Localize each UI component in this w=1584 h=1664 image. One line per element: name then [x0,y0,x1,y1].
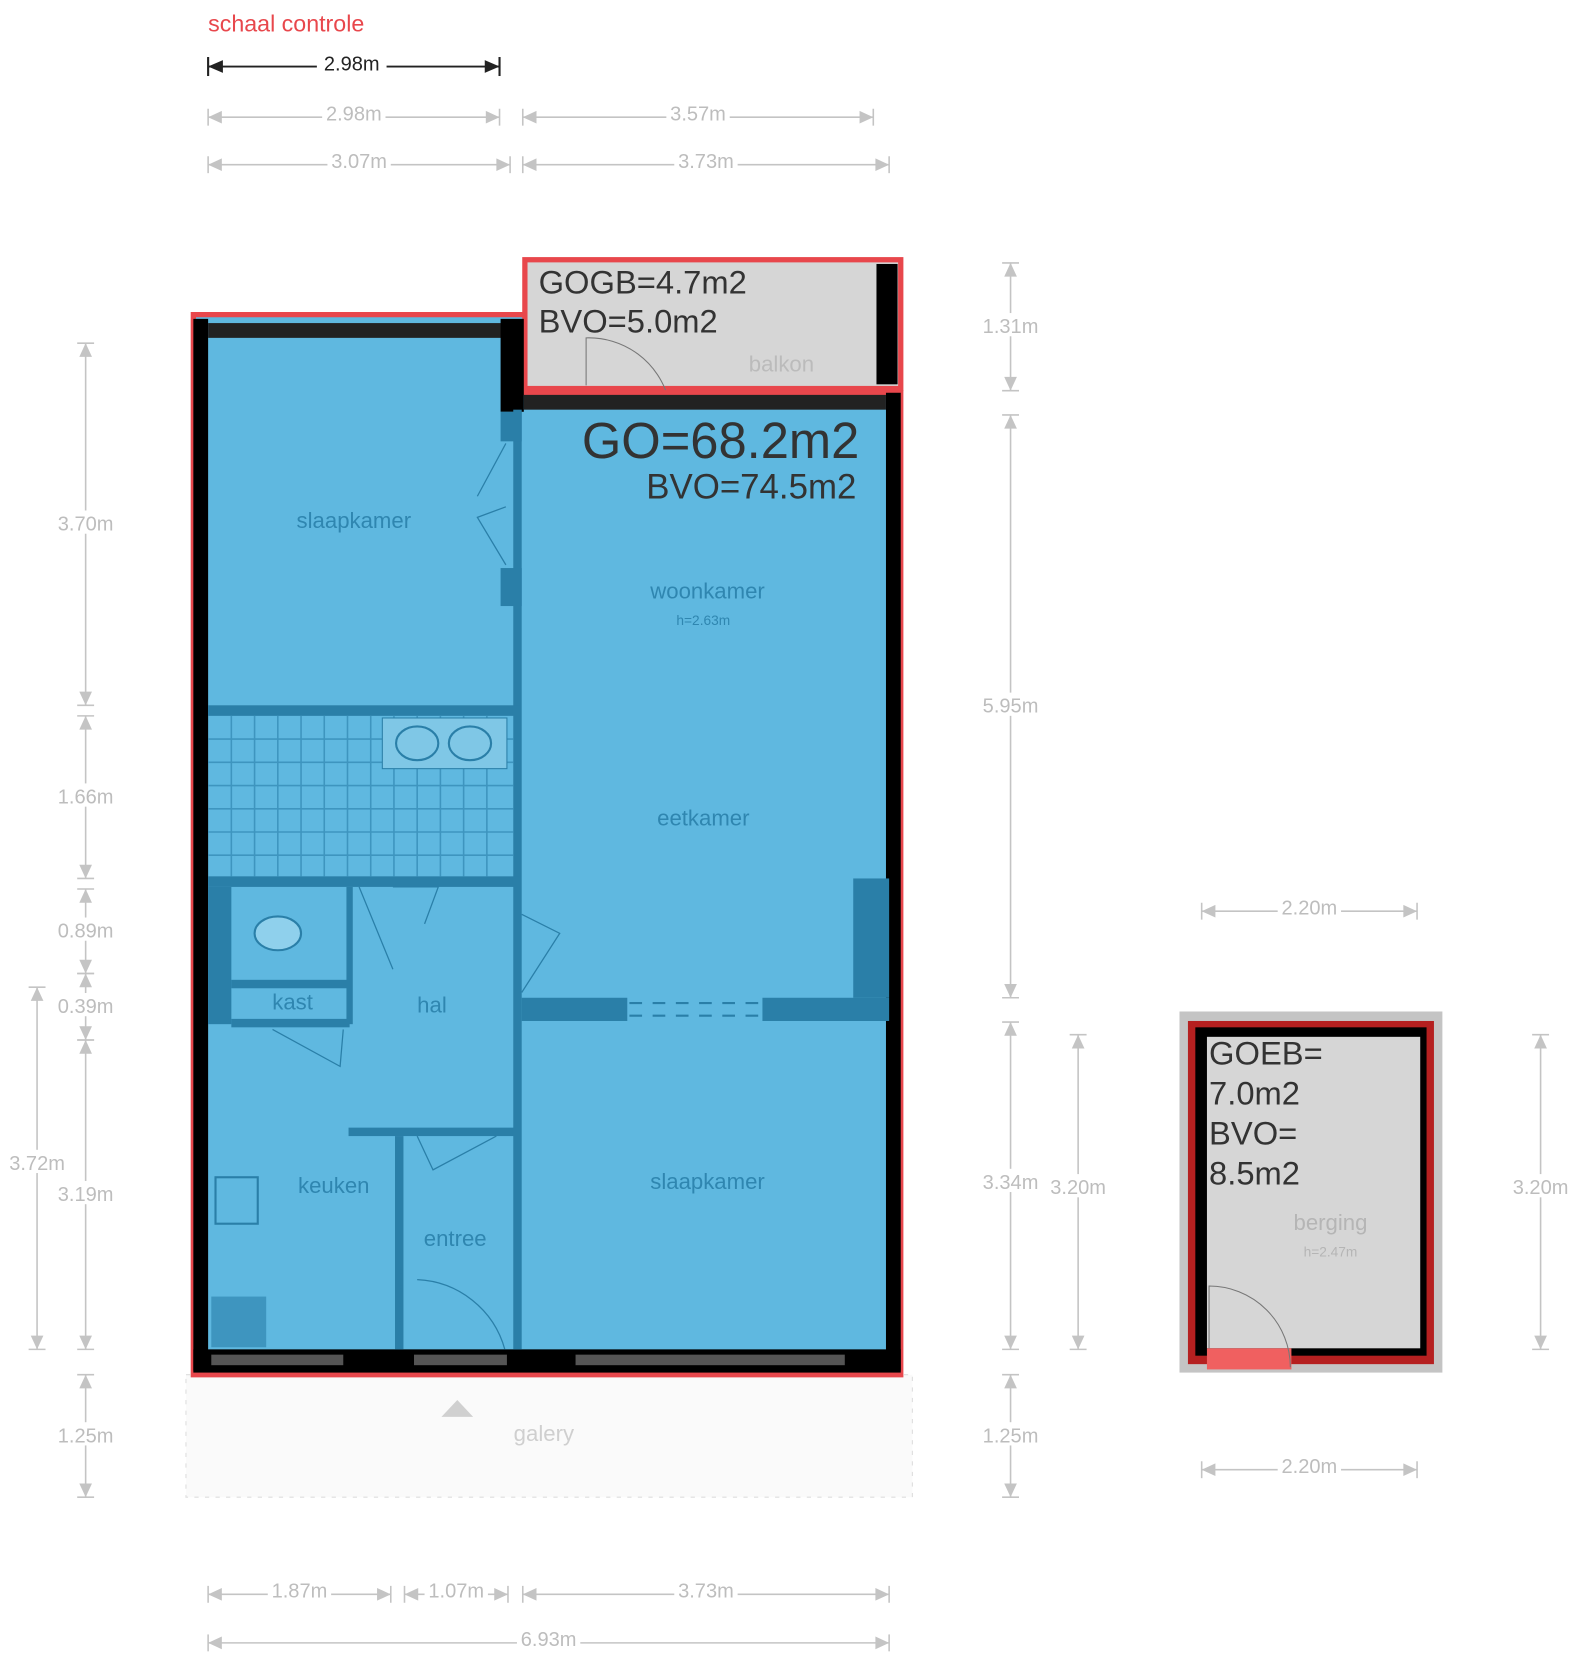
dimension-bottom-1a: 1.87m [207,1579,392,1603]
dimension-label: 0.39m [58,996,114,1018]
room-label-galery: galery [514,1421,575,1446]
apartment: slaapkamer woonkamer h=2.63m eetkamer ka… [190,312,904,1378]
dimension-left-2: 1.66m [53,715,118,880]
area-bvo-berging-label: BVO= [1209,1115,1297,1152]
dimension-label: 3.73m [678,151,734,173]
area-goeb-label: GOEB= [1209,1034,1323,1071]
dimension-left-4: 0.39m [53,972,118,1041]
dimension-label: 3.34m [983,1172,1039,1194]
dimension-bottom-1c: 3.73m [521,1579,890,1603]
dimension-label: 0.89m [58,921,114,943]
dimension-label: 3.70m [58,514,114,536]
room-label-eetkamer: eetkamer [657,806,750,831]
room-label-entree: entree [424,1226,487,1251]
dimension-berging-top: 2.20m [1200,896,1418,920]
room-label-kast: kast [272,989,313,1014]
dimension-berging-bottom: 2.20m [1200,1454,1418,1479]
dimension-bottom-total: 6.93m [207,1628,890,1652]
dimension-label: 3.19m [58,1184,114,1206]
area-bvo-berging-value: 8.5m2 [1209,1155,1300,1192]
room-label-woonkamer: woonkamer [649,579,765,604]
room-height-berging: h=2.47m [1304,1244,1358,1259]
scale-check-dimension: 2.98m [207,50,501,77]
room-label-slaapkamer-2: slaapkamer [650,1169,765,1194]
scale-check-title: schaal controle [208,11,364,37]
berging: berging h=2.47m [1179,1011,1443,1373]
dimension-right-4: 1.25m [978,1373,1043,1498]
dimension-label: 1.66m [58,786,114,808]
area-bvo-main: BVO=74.5m2 [646,467,856,506]
dimension-label: 3.57m [670,103,726,125]
dimension-top-1a: 2.98m [207,102,501,126]
dimension-top-2a: 3.07m [207,149,511,174]
dimension-left-3: 0.89m [53,888,118,975]
dimension-label: 2.20m [1282,1456,1338,1478]
area-gogb: GOGB=4.7m2 [539,264,747,301]
dimension-bottom-1b: 1.07m [403,1579,509,1603]
scale-check-value: 2.98m [324,54,380,76]
sink-icon [395,725,440,762]
bathroom-tiles [208,715,514,877]
dimension-label: 2.98m [326,103,382,125]
dimension-top-1b: 3.57m [521,102,875,126]
dimension-label: 5.95m [983,696,1039,718]
sink-unit [381,717,508,770]
dimension-lines: 2.98m 3.57m 3.07m 3.73m 3.70m 1.66m 0.89m 0.39m… [5,102,1573,1652]
dimension-berging-side: 3.20m [1508,1033,1573,1351]
dimension-right-inner: 3.20m [1046,1033,1110,1351]
dimension-left-1: 3.70m [53,342,118,707]
dimension-label: 3.07m [331,151,387,173]
dimension-label: 2.20m [1282,897,1338,919]
dimension-left-5: 3.19m [53,1039,118,1351]
dimension-left-6: 1.25m [53,1373,118,1498]
dimension-label: 3.73m [678,1580,734,1602]
room-label-berging: berging [1294,1210,1368,1235]
dimension-label: 1.25m [983,1425,1039,1447]
room-height-woonkamer: h=2.63m [676,613,730,628]
dimension-label: 1.87m [272,1580,328,1602]
dimension-label: 6.93m [521,1629,577,1651]
dimension-right-3: 3.34m [978,1021,1043,1351]
stove-icon [211,1296,267,1348]
dimension-label: 1.25m [58,1425,114,1447]
sink-icon [447,725,493,762]
room-label-slaapkamer-1: slaapkamer [297,508,412,533]
area-bvo-balkon: BVO=5.0m2 [539,303,718,340]
entrance-arrow-icon [441,1400,474,1417]
room-label-keuken: keuken [298,1173,369,1198]
dimension-top-2b: 3.73m [521,149,890,174]
dimension-label: 3.20m [1050,1177,1106,1199]
room-label-balkon: balkon [749,352,814,377]
dimension-left-outer: 3.72m [5,986,69,1351]
toilet-icon [253,915,303,952]
dimension-label: 3.20m [1513,1177,1569,1199]
dimension-label: 3.72m [9,1153,65,1175]
dimension-label: 1.07m [428,1580,484,1602]
galery-area [185,1374,913,1498]
area-goeb-value: 7.0m2 [1209,1074,1300,1111]
dimension-label: 1.31m [983,316,1039,338]
dimension-right-1: 1.31m [978,262,1043,392]
room-label-hal: hal [417,993,447,1018]
kitchen-sink-icon [214,1176,259,1225]
dimension-right-2: 5.95m [978,414,1043,999]
area-go: GO=68.2m2 [582,412,859,469]
